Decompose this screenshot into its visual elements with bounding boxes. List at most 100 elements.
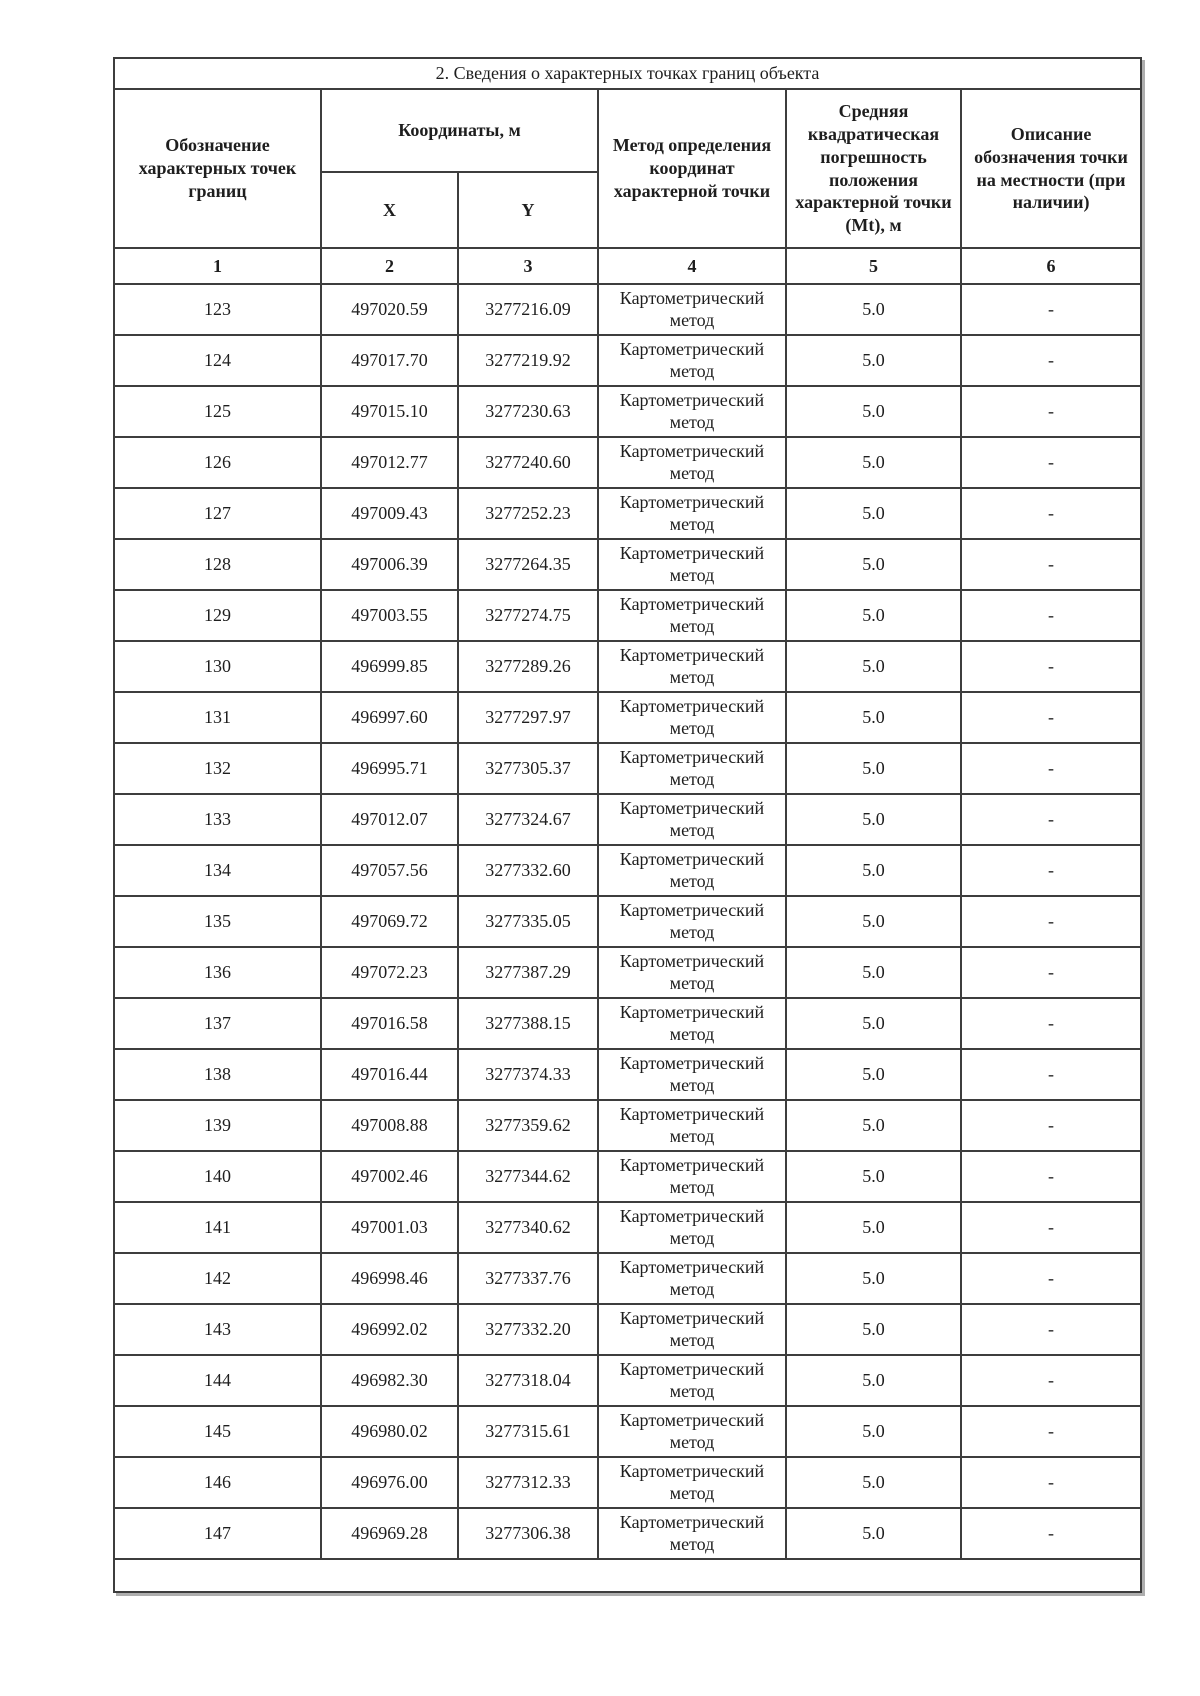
point-number-cell: 138 xyxy=(113,1048,322,1101)
x-coordinate-cell: 496995.71 xyxy=(320,742,459,795)
method-cell: Картометрический метод xyxy=(597,1354,787,1407)
point-number-cell: 135 xyxy=(113,895,322,948)
header-y: Y xyxy=(457,171,599,249)
y-coordinate-cell: 3277315.61 xyxy=(457,1405,599,1458)
description-cell: - xyxy=(959,283,1143,336)
table-row: 128 497006.39 3277264.35 Картометрически… xyxy=(113,538,1143,591)
x-coordinate-cell: 497020.59 xyxy=(320,283,459,336)
point-number-cell: 139 xyxy=(113,1099,322,1152)
method-cell: Картометрический метод xyxy=(597,793,787,846)
description-cell: - xyxy=(959,1048,1143,1101)
table-row: 139 497008.88 3277359.62 Картометрически… xyxy=(113,1099,1143,1152)
mt-error-cell: 5.0 xyxy=(785,793,962,846)
table-header-row: Обозначение характерных точек границ Коо… xyxy=(113,88,1143,249)
description-cell: - xyxy=(959,742,1143,795)
x-coordinate-cell: 497006.39 xyxy=(320,538,459,591)
method-cell: Картометрический метод xyxy=(597,436,787,489)
description-cell: - xyxy=(959,487,1143,540)
method-cell: Картометрический метод xyxy=(597,1150,787,1203)
y-coordinate-cell: 3277306.38 xyxy=(457,1507,599,1560)
x-coordinate-cell: 496999.85 xyxy=(320,640,459,693)
y-coordinate-cell: 3277264.35 xyxy=(457,538,599,591)
point-number-cell: 142 xyxy=(113,1252,322,1305)
column-number-2: 2 xyxy=(320,247,459,285)
mt-error-cell: 5.0 xyxy=(785,1405,962,1458)
table-row: 129 497003.55 3277274.75 Картометрически… xyxy=(113,589,1143,642)
x-coordinate-cell: 497001.03 xyxy=(320,1201,459,1254)
description-cell: - xyxy=(959,1150,1143,1203)
column-number-4: 4 xyxy=(597,247,787,285)
column-number-1: 1 xyxy=(113,247,322,285)
point-number-cell: 147 xyxy=(113,1507,322,1560)
x-coordinate-cell: 497015.10 xyxy=(320,385,459,438)
section-title-row: 2. Сведения о характерных точках границ … xyxy=(112,57,1143,90)
method-cell: Картометрический метод xyxy=(597,1507,787,1560)
table-row: 127 497009.43 3277252.23 Картометрически… xyxy=(113,487,1143,540)
description-cell: - xyxy=(959,691,1143,744)
description-cell: - xyxy=(959,589,1143,642)
table-row: 136 497072.23 3277387.29 Картометрически… xyxy=(113,946,1143,999)
method-cell: Картометрический метод xyxy=(597,1405,787,1458)
y-coordinate-cell: 3277216.09 xyxy=(457,283,599,336)
table-row: 143 496992.02 3277332.20 Картометрически… xyxy=(113,1303,1143,1356)
y-coordinate-cell: 3277324.67 xyxy=(457,793,599,846)
y-coordinate-cell: 3277318.04 xyxy=(457,1354,599,1407)
x-coordinate-cell: 496976.00 xyxy=(320,1456,459,1509)
mt-error-cell: 5.0 xyxy=(785,283,962,336)
x-coordinate-cell: 496969.28 xyxy=(320,1507,459,1560)
method-cell: Картометрический метод xyxy=(597,1303,787,1356)
mt-error-cell: 5.0 xyxy=(785,742,962,795)
mt-error-cell: 5.0 xyxy=(785,1354,962,1407)
header-method: Метод определения координат характерной … xyxy=(597,88,787,249)
y-coordinate-cell: 3277252.23 xyxy=(457,487,599,540)
y-coordinate-cell: 3277340.62 xyxy=(457,1201,599,1254)
method-cell: Картометрический метод xyxy=(597,487,787,540)
description-cell: - xyxy=(959,1456,1143,1509)
table-row: 125 497015.10 3277230.63 Картометрически… xyxy=(113,385,1143,438)
table-row: 141 497001.03 3277340.62 Картометрически… xyxy=(113,1201,1143,1254)
x-coordinate-cell: 496997.60 xyxy=(320,691,459,744)
description-cell: - xyxy=(959,385,1143,438)
column-number-5: 5 xyxy=(785,247,962,285)
point-number-cell: 123 xyxy=(113,283,322,336)
x-coordinate-cell: 497016.44 xyxy=(320,1048,459,1101)
x-coordinate-cell: 496982.30 xyxy=(320,1354,459,1407)
point-number-cell: 124 xyxy=(113,334,322,387)
x-coordinate-cell: 497057.56 xyxy=(320,844,459,897)
mt-error-cell: 5.0 xyxy=(785,436,962,489)
header-coordinates-group: Координаты, м xyxy=(320,88,599,173)
mt-error-cell: 5.0 xyxy=(785,334,962,387)
mt-error-cell: 5.0 xyxy=(785,997,962,1050)
description-cell: - xyxy=(959,538,1143,591)
y-coordinate-cell: 3277230.63 xyxy=(457,385,599,438)
method-cell: Картометрический метод xyxy=(597,1201,787,1254)
y-coordinate-cell: 3277344.62 xyxy=(457,1150,599,1203)
point-number-cell: 128 xyxy=(113,538,322,591)
table-row: 142 496998.46 3277337.76 Картометрически… xyxy=(113,1252,1143,1305)
description-cell: - xyxy=(959,844,1143,897)
table-row: 145 496980.02 3277315.61 Картометрически… xyxy=(113,1405,1143,1458)
description-cell: - xyxy=(959,640,1143,693)
table-row: 131 496997.60 3277297.97 Картометрически… xyxy=(113,691,1143,744)
mt-error-cell: 5.0 xyxy=(785,538,962,591)
description-cell: - xyxy=(959,895,1143,948)
x-coordinate-cell: 497069.72 xyxy=(320,895,459,948)
method-cell: Картометрический метод xyxy=(597,385,787,438)
mt-error-cell: 5.0 xyxy=(785,1099,962,1152)
y-coordinate-cell: 3277374.33 xyxy=(457,1048,599,1101)
mt-error-cell: 5.0 xyxy=(785,1507,962,1560)
y-coordinate-cell: 3277312.33 xyxy=(457,1456,599,1509)
method-cell: Картометрический метод xyxy=(597,589,787,642)
x-coordinate-cell: 496998.46 xyxy=(320,1252,459,1305)
table-row: 130 496999.85 3277289.26 Картометрически… xyxy=(113,640,1143,693)
description-cell: - xyxy=(959,997,1143,1050)
table-row: 138 497016.44 3277374.33 Картометрически… xyxy=(113,1048,1143,1101)
mt-error-cell: 5.0 xyxy=(785,1303,962,1356)
x-coordinate-cell: 497012.07 xyxy=(320,793,459,846)
y-coordinate-cell: 3277335.05 xyxy=(457,895,599,948)
point-number-cell: 136 xyxy=(113,946,322,999)
point-number-cell: 140 xyxy=(113,1150,322,1203)
table-row: 144 496982.30 3277318.04 Картометрически… xyxy=(113,1354,1143,1407)
y-coordinate-cell: 3277337.76 xyxy=(457,1252,599,1305)
method-cell: Картометрический метод xyxy=(597,1252,787,1305)
